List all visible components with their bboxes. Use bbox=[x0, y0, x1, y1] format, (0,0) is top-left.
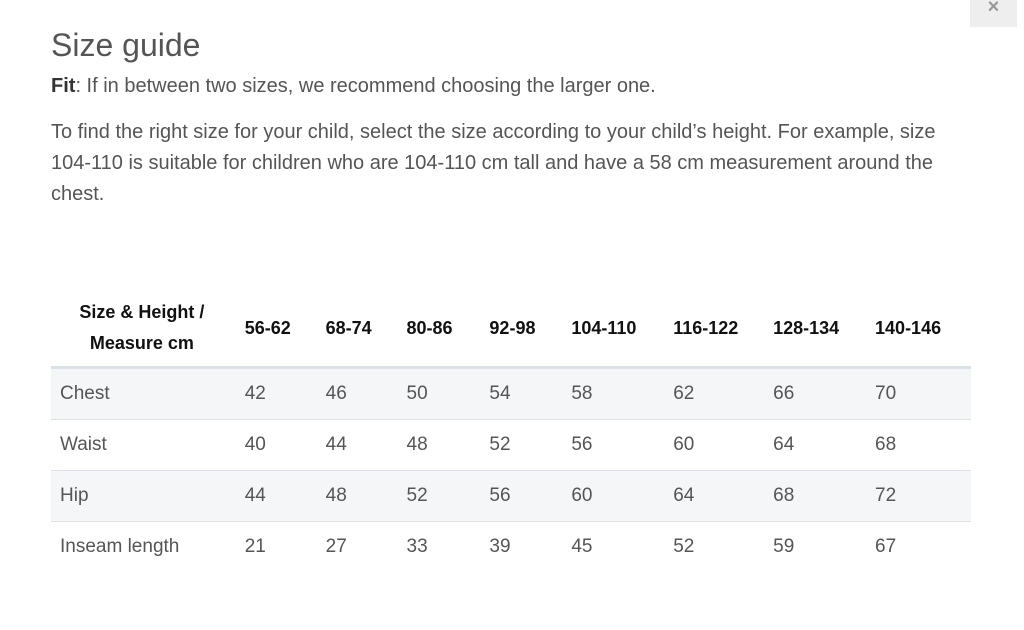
table-cell: 58 bbox=[571, 367, 674, 420]
table-cell: 40 bbox=[244, 419, 326, 471]
corner-header-line2: Measure cm bbox=[89, 333, 194, 353]
table-row-inseam: Inseam length 21 27 33 39 45 52 59 67 bbox=[51, 522, 971, 573]
table-cell: 50 bbox=[406, 367, 490, 420]
table-cell: 33 bbox=[406, 536, 428, 557]
table-cell: 48 bbox=[406, 419, 490, 471]
size-header: 56-62 bbox=[244, 290, 326, 369]
table-row-hip: Hip 44 48 52 56 60 64 68 72 bbox=[51, 470, 971, 522]
table-cell: 64 bbox=[673, 470, 774, 522]
size-header: 128-134 bbox=[773, 290, 876, 369]
table-cell: 44 bbox=[244, 470, 326, 522]
table-cell: 60 bbox=[673, 419, 774, 471]
table-cell: 45 bbox=[571, 536, 593, 557]
table-cell: 68 bbox=[875, 419, 971, 471]
table-row-chest: Chest 42 46 50 54 58 62 66 70 bbox=[51, 367, 971, 420]
table-cell: 56 bbox=[489, 470, 572, 522]
table-cell: 54 bbox=[489, 367, 572, 420]
table-row-waist: Waist 40 44 48 52 56 60 64 68 bbox=[51, 419, 971, 471]
table-cell: 21 bbox=[244, 536, 266, 557]
size-header-row: Size & Height / Measure cm 56-62 68-74 80… bbox=[51, 290, 971, 369]
page-title: Size guide bbox=[51, 27, 201, 63]
table-cell: 72 bbox=[875, 470, 971, 522]
table-cell: 42 bbox=[244, 367, 326, 420]
size-header: 116-122 bbox=[673, 290, 774, 369]
table-cell: 67 bbox=[875, 536, 897, 557]
fit-text: : If in between two sizes, we recommend … bbox=[75, 75, 656, 97]
fit-label: Fit bbox=[51, 75, 76, 97]
size-header: 80-86 bbox=[406, 290, 490, 369]
table-cell: 52 bbox=[673, 536, 695, 557]
row-label: Inseam length bbox=[60, 536, 180, 557]
table-cell: 68 bbox=[773, 470, 876, 522]
table-cell: 66 bbox=[773, 367, 876, 420]
table-cell: 52 bbox=[489, 419, 572, 471]
table-cell: 64 bbox=[773, 419, 876, 471]
table-cell: 60 bbox=[571, 470, 674, 522]
size-header: 140-146 bbox=[875, 290, 971, 369]
close-icon[interactable]: × bbox=[987, 0, 1000, 18]
fit-note: Fit: If in between two sizes, we recomme… bbox=[51, 73, 971, 99]
table-cell: 48 bbox=[325, 470, 407, 522]
table-cell: 27 bbox=[325, 536, 347, 557]
size-header: 92-98 bbox=[489, 290, 572, 369]
size-table: Size & Height / Measure cm 56-62 68-74 80… bbox=[51, 290, 971, 572]
table-cell: 56 bbox=[571, 419, 674, 471]
corner-header: Size & Height / Measure cm bbox=[51, 290, 245, 369]
size-guide-content: Size guide Fit: If in between two sizes,… bbox=[51, 26, 971, 210]
row-label: Waist bbox=[51, 419, 245, 471]
table-cell: 39 bbox=[489, 536, 511, 557]
size-header: 68-74 bbox=[325, 290, 407, 369]
table-cell: 59 bbox=[773, 536, 795, 557]
size-description: To find the right size for your child, s… bbox=[51, 121, 936, 205]
row-label: Chest bbox=[51, 367, 245, 420]
corner-header-line1: Size & Height / bbox=[79, 302, 205, 322]
table-cell: 44 bbox=[325, 419, 407, 471]
table-cell: 52 bbox=[406, 470, 490, 522]
table-cell: 62 bbox=[673, 367, 774, 420]
size-header: 104-110 bbox=[571, 290, 674, 369]
table-cell: 70 bbox=[875, 367, 971, 420]
row-label: Hip bbox=[51, 470, 245, 522]
table-cell: 46 bbox=[325, 367, 407, 420]
close-button[interactable]: × bbox=[970, 0, 1017, 27]
